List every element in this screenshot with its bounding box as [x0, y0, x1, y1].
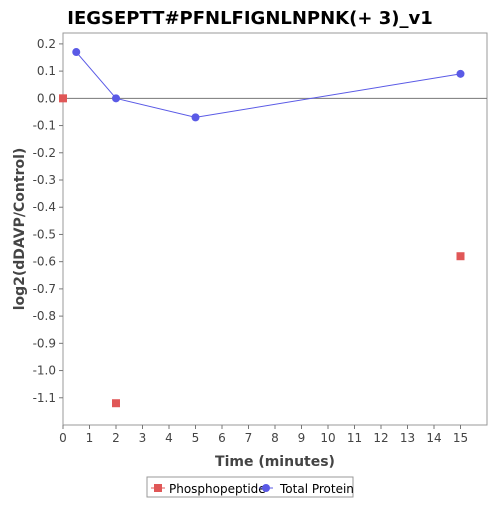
- series-line-1: [75, 51, 461, 118]
- y-tick-label: -0.9: [33, 336, 56, 350]
- legend-total-marker: [262, 484, 270, 492]
- x-tick-label: 3: [139, 431, 147, 445]
- x-tick-label: 12: [373, 431, 388, 445]
- y-tick-label: 0.2: [37, 37, 56, 51]
- x-tick-label: 1: [86, 431, 94, 445]
- y-tick-label: -0.6: [33, 255, 56, 269]
- x-axis-label: Time (minutes): [215, 454, 335, 470]
- total-protein-point: [72, 48, 81, 57]
- legend: Phosphopeptide Total Protein: [146, 476, 354, 498]
- legend-phospho-label: Phosphopeptide: [169, 482, 266, 496]
- legend-phospho-marker: [154, 484, 162, 492]
- x-tick-label: 15: [453, 431, 468, 445]
- chart-title: IEGSEPTT#PFNLFIGNLNPNK(+ 3)_v1: [67, 8, 432, 29]
- phosphopeptide-point: [59, 94, 67, 103]
- y-tick-label: 0.0: [37, 91, 56, 105]
- phosphopeptide-point: [456, 252, 465, 261]
- total-protein-point: [112, 94, 120, 103]
- x-tick-label: 7: [245, 431, 253, 445]
- y-tick-label: -0.1: [33, 119, 56, 133]
- x-tick-label: 5: [192, 431, 200, 445]
- y-tick-label: -0.7: [33, 282, 56, 296]
- x-tick-label: 2: [112, 431, 120, 445]
- plot-area: [62, 32, 488, 426]
- x-tick-label: 4: [165, 431, 173, 445]
- x-tick-label: 6: [218, 431, 226, 445]
- y-tick-label: -1.1: [33, 391, 56, 405]
- x-tick-label: 9: [298, 431, 306, 445]
- y-tick-label: -0.5: [33, 227, 56, 241]
- x-tick-label: 14: [426, 431, 441, 445]
- x-tick-label: 13: [400, 431, 415, 445]
- x-tick-label: 0: [59, 431, 67, 445]
- y-tick-label: -0.2: [33, 146, 56, 160]
- y-axis-label: log2(dDAVP/Control): [12, 148, 28, 311]
- x-tick-label: 8: [271, 431, 279, 445]
- x-tick-label: 11: [347, 431, 362, 445]
- legend-total-label: Total Protein: [279, 482, 354, 496]
- phosphopeptide-point: [112, 399, 120, 408]
- y-tick-label: -0.8: [33, 309, 56, 323]
- y-tick-label: -0.3: [33, 173, 56, 187]
- y-tick-label: -0.4: [33, 200, 56, 214]
- y-tick-label: -1.0: [33, 364, 56, 378]
- x-tick-label: 10: [320, 431, 335, 445]
- y-tick-label: 0.1: [37, 64, 56, 78]
- total-protein-point: [191, 113, 200, 122]
- total-protein-point: [456, 69, 465, 78]
- legend-box: [146, 476, 354, 498]
